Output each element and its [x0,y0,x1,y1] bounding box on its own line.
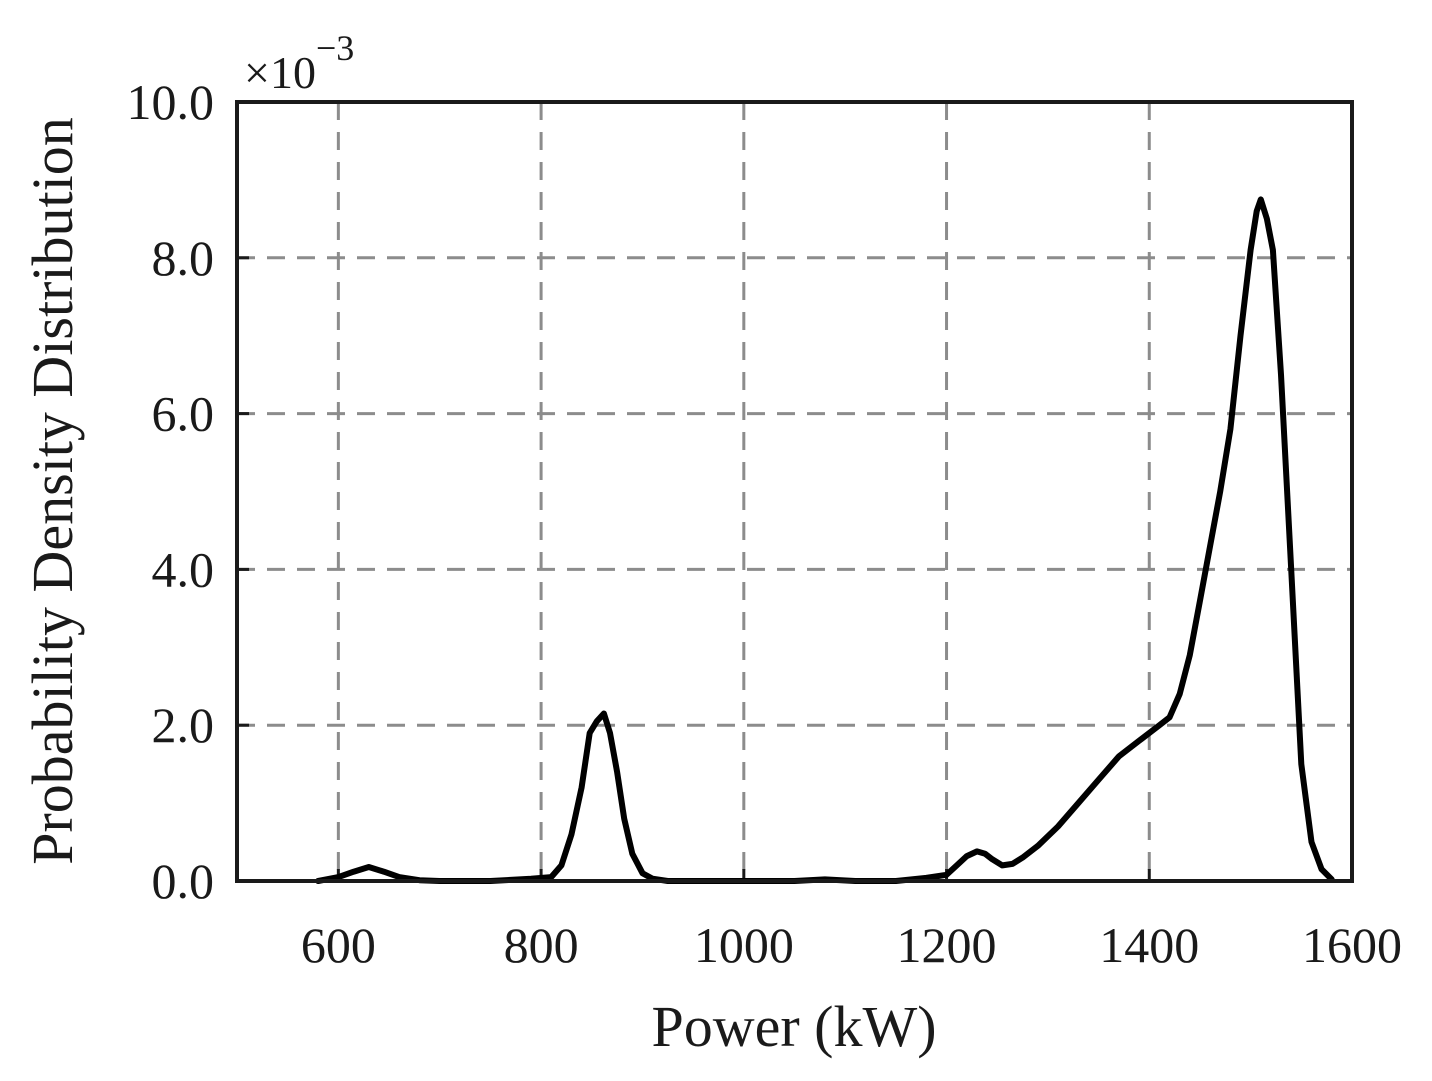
x-axis-label: Power (kW) [651,994,936,1059]
y-multiplier-base: ×10 [244,47,316,98]
y-tick-label: 8.0 [152,230,215,286]
x-tick-label: 600 [301,917,376,973]
y-tick-label: 6.0 [152,386,215,442]
x-tick-label: 1200 [897,917,997,973]
x-tick-label: 800 [504,917,579,973]
y-multiplier: ×10−3 [244,28,354,98]
axis-ticks [237,100,1354,883]
x-tick-labels: 600 800 1000 1200 1400 1600 [301,917,1402,973]
y-tick-label: 0.0 [152,853,215,909]
y-axis-label: Probability Density Distribution [20,117,85,865]
grid-lines [237,102,1352,881]
x-tick-label: 1400 [1099,917,1199,973]
y-tick-labels: 0.0 2.0 4.0 6.0 8.0 10.0 [127,74,215,909]
y-multiplier-exponent: −3 [316,28,354,68]
density-line [315,196,1335,884]
y-tick-label: 2.0 [152,697,215,753]
y-tick-label: 4.0 [152,541,215,597]
y-tick-label: 10.0 [127,74,215,130]
series-layer [315,196,1335,884]
x-tick-label: 1000 [694,917,794,973]
x-tick-label: 1600 [1302,917,1402,973]
plot-frame [235,100,1354,883]
